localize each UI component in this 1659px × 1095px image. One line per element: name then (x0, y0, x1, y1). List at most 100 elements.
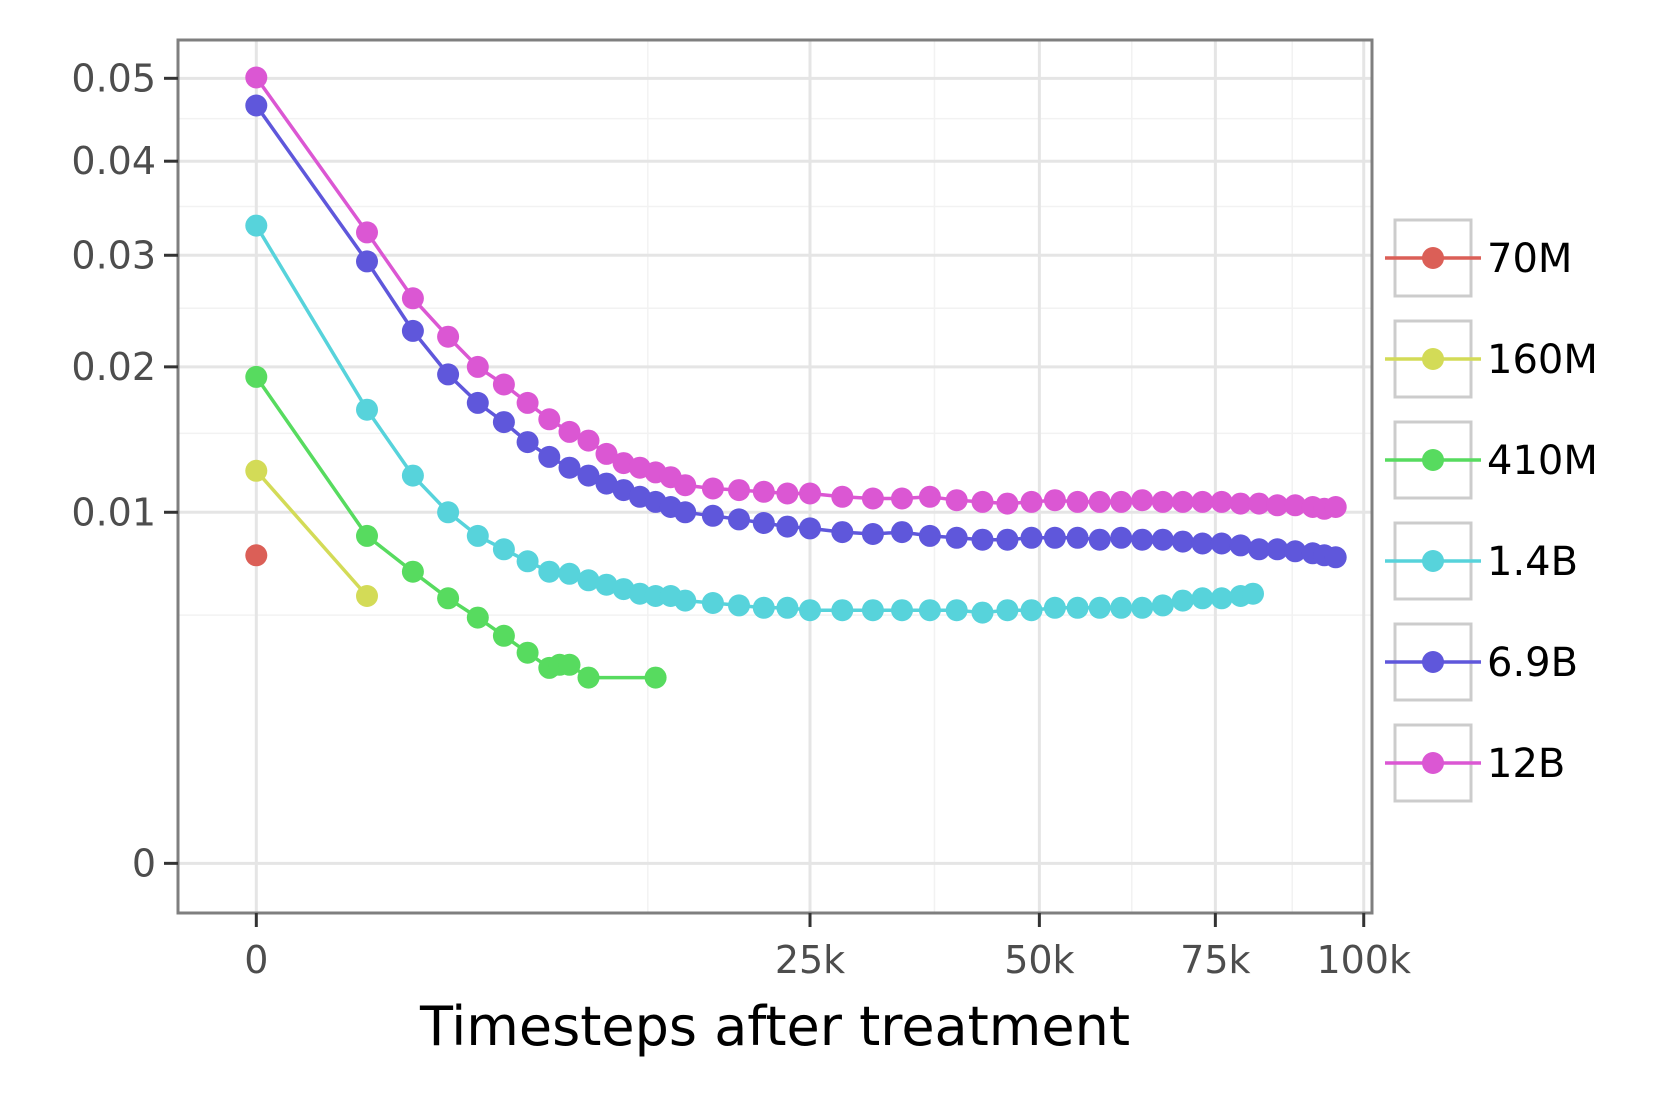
data-point-12b (577, 429, 600, 452)
data-point-12b (861, 487, 884, 510)
data-point-12b (538, 408, 561, 431)
data-point-1-4b (799, 599, 821, 622)
data-point-6-9b (918, 524, 941, 547)
data-point-6-9b (971, 528, 994, 551)
data-point-1-4b (516, 550, 539, 573)
data-point-1-4b (701, 592, 724, 614)
data-point-1-4b (1171, 589, 1194, 612)
data-point-6-9b (799, 517, 821, 540)
data-point-1-4b (1066, 596, 1089, 619)
data-point-1-4b (401, 464, 424, 487)
data-point-12b (1324, 496, 1347, 518)
data-point-1-4b (945, 599, 968, 622)
data-point-6-9b (437, 363, 460, 386)
data-point-1-4b (1210, 587, 1233, 610)
data-point-410m (492, 624, 515, 647)
legend-item-12b: 12B (1385, 723, 1565, 803)
data-point-1-4b (861, 599, 884, 622)
data-point-1-4b (1043, 596, 1066, 619)
x-axis: 0 25k 50k 75k 100k (244, 913, 1411, 982)
data-point-1-4b (356, 398, 378, 421)
data-point-6-9b (1043, 526, 1066, 549)
data-point-12b (401, 287, 424, 310)
series-160m (245, 459, 378, 607)
legend-key-point (1422, 752, 1444, 774)
data-point-12b (437, 325, 460, 348)
data-point-6-9b (1248, 538, 1271, 561)
data-point-1-4b (674, 589, 697, 612)
data-point-410m (401, 560, 424, 583)
legend-label: 12B (1487, 741, 1565, 787)
major-gridlines (178, 40, 1372, 913)
legend-label: 1.4B (1487, 539, 1578, 585)
series-line-160m (254, 469, 369, 598)
legend-key-point (1422, 651, 1444, 673)
data-point-6-9b (1229, 534, 1252, 557)
data-point-6-9b (577, 464, 600, 487)
y-tick-label: 0.05 (71, 56, 156, 100)
y-tick-label: 0.03 (71, 233, 156, 277)
data-point-6-9b (701, 504, 724, 527)
data-point-12b (728, 479, 750, 502)
data-point-12b (1191, 490, 1214, 513)
legend: 70M 160M 410M 1.4B 6.9B 12B (1385, 218, 1598, 803)
data-point-1-4b (971, 601, 994, 624)
series-1-4b (245, 214, 1264, 624)
data-point-1-4b (918, 599, 941, 622)
data-point-12b (996, 492, 1019, 515)
legend-label: 410M (1487, 438, 1598, 484)
data-point-12b (466, 355, 489, 378)
data-point-410m (245, 365, 268, 388)
data-point-12b (752, 480, 775, 503)
data-point-12b (701, 477, 724, 500)
data-point-6-9b (1171, 530, 1194, 553)
data-point-410m (644, 666, 667, 689)
data-point-1-4b (891, 599, 913, 622)
data-point-12b (1266, 494, 1289, 517)
data-point-1-4b (1131, 596, 1154, 619)
data-point-6-9b (1266, 538, 1289, 561)
data-point-6-9b (1324, 546, 1347, 569)
data-point-12b (595, 442, 618, 465)
x-tick-label: 75k (1180, 938, 1250, 982)
data-point-12b (245, 66, 268, 89)
legend-item-410m: 410M (1385, 420, 1598, 500)
data-point-410m (577, 666, 600, 689)
data-point-6-9b (401, 319, 424, 342)
data-point-160m (356, 585, 378, 607)
y-tick-label: 0.04 (71, 139, 156, 183)
legend-item-160m: 160M (1385, 319, 1598, 399)
data-point-1-4b (538, 560, 561, 583)
data-point-6-9b (466, 391, 489, 414)
data-point-6-9b (776, 515, 799, 538)
data-point-6-9b (674, 501, 697, 524)
data-point-1-4b (752, 596, 775, 619)
data-point-1-4b (437, 501, 460, 524)
series-6-9b (245, 94, 1347, 569)
data-point-1-4b (1191, 587, 1214, 610)
data-point-6-9b (1066, 526, 1089, 549)
legend-key-point (1422, 550, 1444, 572)
data-point-12b (918, 485, 941, 508)
data-point-1-4b (1020, 599, 1043, 622)
legend-label: 160M (1487, 337, 1598, 383)
data-point-12b (799, 482, 821, 505)
data-point-12b (674, 474, 697, 497)
data-point-6-9b (996, 528, 1019, 551)
legend-key-point (1422, 348, 1444, 370)
data-point-12b (492, 373, 515, 396)
data-point-1-4b (776, 596, 799, 619)
data-point-6-9b (356, 250, 378, 273)
data-point-12b (1210, 490, 1233, 513)
legend-label: 6.9B (1487, 640, 1578, 686)
data-point-12b (1284, 494, 1307, 517)
legend-item-1-4b: 1.4B (1385, 521, 1578, 601)
data-point-1-4b (1110, 596, 1133, 619)
legend-key-point (1422, 247, 1444, 269)
data-point-6-9b (492, 411, 515, 434)
legend-item-6-9b: 6.9B (1385, 622, 1578, 702)
series-410m (245, 365, 667, 689)
data-point-6-9b (728, 508, 750, 531)
data-point-410m (356, 524, 378, 547)
